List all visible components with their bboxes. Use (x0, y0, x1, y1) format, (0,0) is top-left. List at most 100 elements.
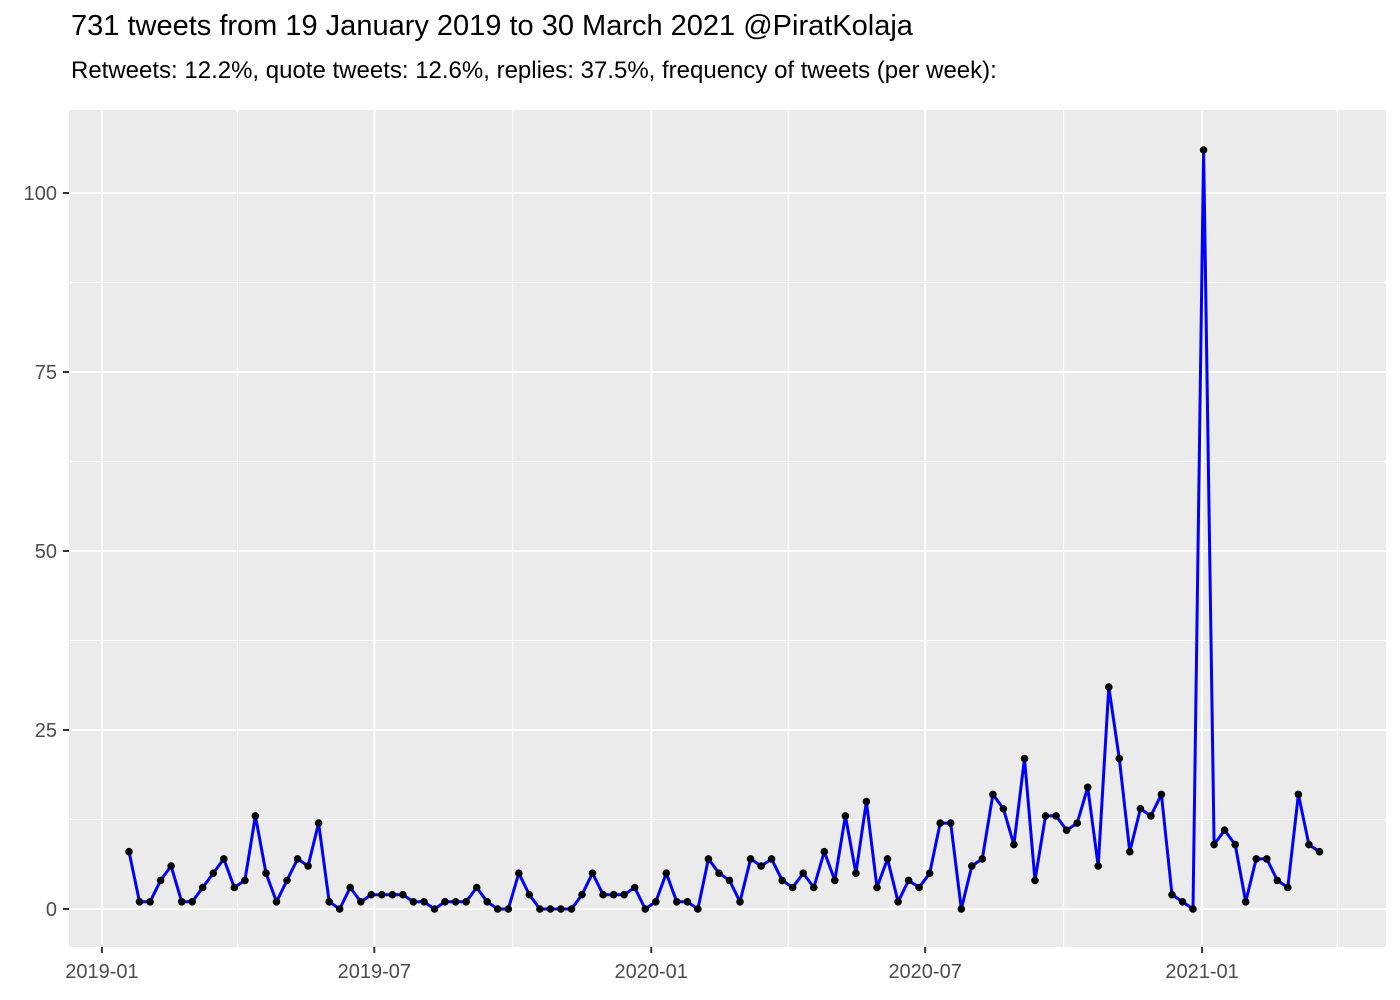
data-point (662, 869, 671, 877)
data-point (704, 855, 713, 863)
data-point (156, 876, 165, 885)
data-point (1031, 876, 1039, 885)
data-point (135, 898, 144, 906)
data-point (262, 869, 270, 877)
data-point (609, 890, 618, 899)
data-point (989, 790, 997, 799)
data-point (757, 862, 765, 870)
data-point (1178, 898, 1187, 906)
data-point (788, 883, 797, 892)
x-tick-label: 2020-07 (888, 961, 961, 983)
data-points (125, 146, 1324, 913)
data-point (810, 883, 818, 892)
data-point (388, 890, 397, 899)
tweet-frequency-line (127, 148, 1321, 911)
data-point (1168, 890, 1176, 899)
data-point (493, 905, 502, 913)
data-point (367, 890, 376, 899)
major-gridlines (69, 110, 1386, 947)
data-point (472, 883, 481, 892)
data-point (925, 869, 934, 877)
data-point (241, 876, 249, 885)
data-point (325, 898, 334, 906)
y-axis-labels: 0 25 50 75 100 (24, 183, 57, 921)
data-point (715, 869, 723, 877)
data-point (430, 905, 439, 913)
data-point (346, 883, 355, 892)
x-tick-label: 2019-07 (338, 961, 411, 983)
data-point (251, 812, 260, 820)
data-point (862, 797, 871, 806)
data-point (736, 898, 744, 906)
y-tick-label: 75 (35, 362, 57, 384)
data-point (841, 812, 850, 820)
data-point (525, 890, 534, 899)
minor-gridlines (69, 110, 1386, 947)
data-point (820, 847, 829, 856)
data-point (978, 855, 987, 863)
data-point (220, 855, 228, 863)
data-point (915, 883, 923, 892)
data-point (1263, 855, 1271, 863)
data-point (1052, 812, 1060, 820)
plot-panel (69, 110, 1386, 947)
data-point (1284, 883, 1292, 892)
data-point (767, 855, 776, 863)
data-point (420, 898, 428, 906)
data-point (1241, 898, 1250, 906)
data-point (852, 869, 860, 877)
data-point (557, 905, 565, 913)
data-point (799, 869, 807, 877)
data-point (1199, 146, 1208, 154)
data-point (1294, 790, 1303, 799)
data-point (335, 905, 344, 913)
data-point (588, 869, 597, 877)
data-point (451, 898, 460, 906)
data-point (778, 876, 786, 885)
data-point (873, 883, 881, 892)
data-point (567, 905, 576, 913)
data-point (188, 898, 196, 906)
data-point (1231, 840, 1239, 849)
data-point (314, 819, 323, 827)
data-point (936, 819, 944, 827)
y-tick-label: 25 (35, 720, 57, 742)
data-point (462, 898, 470, 906)
data-point (441, 898, 449, 906)
data-point (894, 898, 902, 906)
data-point (1210, 840, 1218, 849)
data-point (146, 898, 154, 906)
data-point (1315, 847, 1324, 856)
data-point (504, 905, 513, 913)
data-point (198, 883, 207, 892)
axis-tick-marks (63, 192, 1204, 953)
data-point (230, 883, 239, 892)
x-axis-labels: 2019-01 2019-07 2020-01 2020-07 2021-01 (65, 961, 1239, 983)
data-point (578, 890, 586, 899)
data-point (725, 876, 734, 885)
data-point (209, 869, 218, 877)
data-point (904, 876, 913, 885)
data-point (599, 890, 607, 899)
chart-subtitle: Retweets: 12.2%, quote tweets: 12.6%, re… (71, 57, 997, 84)
data-point (1073, 819, 1081, 827)
data-point (1020, 754, 1029, 763)
data-point (1010, 840, 1018, 849)
data-point (630, 883, 639, 892)
x-tick-label: 2019-01 (65, 961, 138, 983)
data-point (746, 855, 755, 863)
data-point (304, 862, 312, 870)
data-point (357, 898, 365, 906)
data-point (652, 898, 660, 906)
data-point (883, 855, 892, 863)
x-tick-label: 2021-01 (1165, 961, 1238, 983)
data-point (1305, 840, 1313, 849)
y-tick-label: 50 (35, 541, 57, 563)
data-point (1083, 783, 1092, 792)
data-point (1115, 754, 1124, 763)
data-point (1157, 790, 1166, 799)
data-point (1062, 826, 1071, 834)
data-point (167, 862, 175, 870)
